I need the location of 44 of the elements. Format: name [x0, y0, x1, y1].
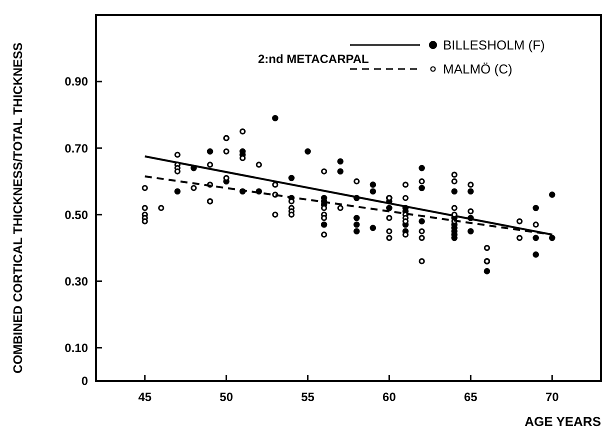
x-tick-label: 55: [301, 390, 315, 404]
point: [386, 204, 392, 212]
x-tick-label: 70: [545, 390, 560, 404]
point: [354, 221, 360, 228]
point: [468, 188, 474, 194]
x-tick-label: 45: [138, 390, 152, 404]
point: [468, 228, 474, 234]
x-tick-label: 50: [220, 390, 234, 404]
point: [337, 158, 344, 165]
point: [370, 188, 376, 194]
x-tick-label: 60: [382, 390, 396, 404]
x-axis-title: AGE YEARS: [524, 414, 602, 429]
annotation: 2:nd METACARPAL: [258, 52, 369, 66]
point: [418, 218, 425, 224]
point: [320, 221, 328, 228]
legend-label: MALMÖ (C): [443, 62, 512, 77]
point: [174, 188, 181, 194]
y-tick-label: 0.70: [64, 141, 88, 156]
y-axis-title: COMBINED CORTICAL THICKNESS/TOTAL THICKNESS: [11, 42, 25, 374]
point: [548, 192, 556, 198]
point: [354, 214, 360, 222]
point: [370, 182, 376, 188]
point: [484, 268, 490, 274]
point: [418, 164, 425, 172]
point: [206, 148, 214, 155]
y-tick-label: 0.10: [64, 340, 88, 355]
point: [418, 184, 425, 192]
point: [532, 251, 539, 258]
point: [370, 224, 376, 232]
legend-label: BILLESHOLM (F): [443, 38, 545, 53]
x-tick-label: 65: [464, 390, 478, 404]
point: [272, 115, 278, 122]
y-tick-label: 0.50: [64, 208, 88, 222]
point: [532, 204, 539, 212]
point: [548, 234, 556, 242]
point: [337, 168, 344, 175]
point: [304, 148, 311, 155]
y-tick-label: 0.90: [64, 74, 88, 89]
y-tick-label: 0: [81, 374, 88, 388]
y-tick-label: 0.30: [64, 274, 88, 288]
point: [354, 228, 360, 234]
point: [532, 234, 539, 242]
point: [288, 174, 295, 182]
point: [451, 188, 458, 194]
